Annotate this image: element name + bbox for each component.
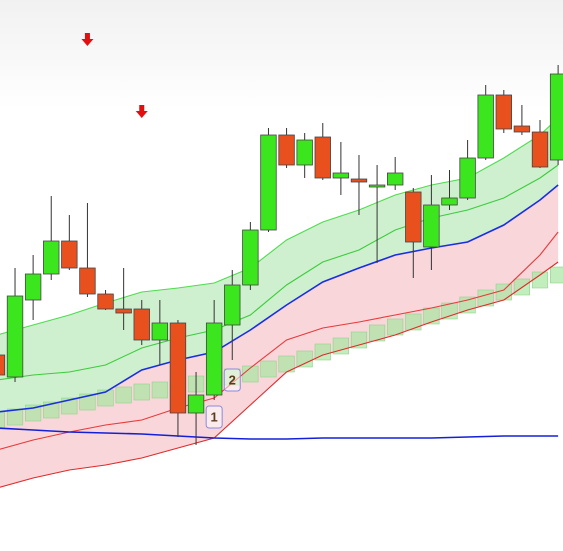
channel-box bbox=[79, 393, 96, 411]
marker-label: 1 bbox=[211, 409, 218, 424]
candle-body bbox=[151, 322, 169, 341]
candle-body bbox=[296, 139, 313, 166]
channel-box bbox=[296, 350, 313, 368]
indicator-line bbox=[0, 184, 559, 413]
channel-box bbox=[97, 389, 114, 407]
indicator-line bbox=[0, 261, 559, 488]
candle-body bbox=[459, 157, 476, 199]
candle-body bbox=[477, 94, 494, 159]
signal-arrow bbox=[81, 33, 94, 46]
candle-body bbox=[0, 354, 6, 376]
channel-box bbox=[350, 331, 368, 349]
channel-box bbox=[133, 383, 150, 401]
candle-body bbox=[387, 172, 404, 186]
band-fill bbox=[0, 185, 559, 488]
marker-box bbox=[205, 405, 223, 429]
candle-body bbox=[224, 284, 241, 326]
indicator-line bbox=[0, 427, 559, 440]
signal-arrow bbox=[135, 105, 148, 118]
channel-box bbox=[151, 381, 168, 399]
channel-box bbox=[6, 408, 24, 426]
channel-box bbox=[459, 296, 476, 314]
candle-body bbox=[350, 178, 368, 183]
candle-body bbox=[441, 197, 458, 206]
candle-body bbox=[79, 267, 96, 295]
channel-box bbox=[332, 337, 349, 355]
candle-body bbox=[169, 322, 187, 414]
channel-box bbox=[260, 360, 277, 378]
candle-body bbox=[549, 73, 563, 161]
candle-body bbox=[423, 204, 440, 248]
channel-box bbox=[368, 324, 386, 342]
candle-body bbox=[97, 293, 114, 310]
candle-body bbox=[531, 131, 549, 168]
candle-body bbox=[187, 394, 205, 414]
candle-body bbox=[314, 136, 331, 179]
candle-body bbox=[278, 134, 295, 166]
marker-label: 2 bbox=[229, 372, 236, 387]
candle-body bbox=[6, 295, 24, 378]
candle-body bbox=[61, 240, 78, 269]
indicator-line bbox=[0, 164, 559, 381]
channel-box bbox=[405, 313, 422, 331]
channel-box bbox=[0, 411, 6, 429]
candle-body bbox=[513, 125, 531, 133]
channel-box bbox=[115, 386, 132, 404]
candle-body bbox=[43, 240, 60, 275]
candle-body bbox=[368, 184, 386, 188]
indicator-line bbox=[0, 117, 559, 335]
channel-box bbox=[61, 397, 78, 415]
marker-box bbox=[223, 368, 241, 392]
channel-box bbox=[314, 343, 331, 361]
candle-body bbox=[115, 308, 132, 314]
channel-box bbox=[43, 401, 60, 419]
channel-box bbox=[550, 266, 563, 284]
candle-body bbox=[405, 191, 422, 243]
candle-body bbox=[242, 229, 259, 286]
candle-body bbox=[133, 308, 150, 341]
candle-body bbox=[205, 322, 223, 396]
candle-body bbox=[495, 94, 512, 130]
candle-body bbox=[24, 273, 42, 301]
indicator-line bbox=[0, 231, 559, 450]
candle-body bbox=[260, 134, 277, 231]
candle-body bbox=[332, 172, 350, 179]
